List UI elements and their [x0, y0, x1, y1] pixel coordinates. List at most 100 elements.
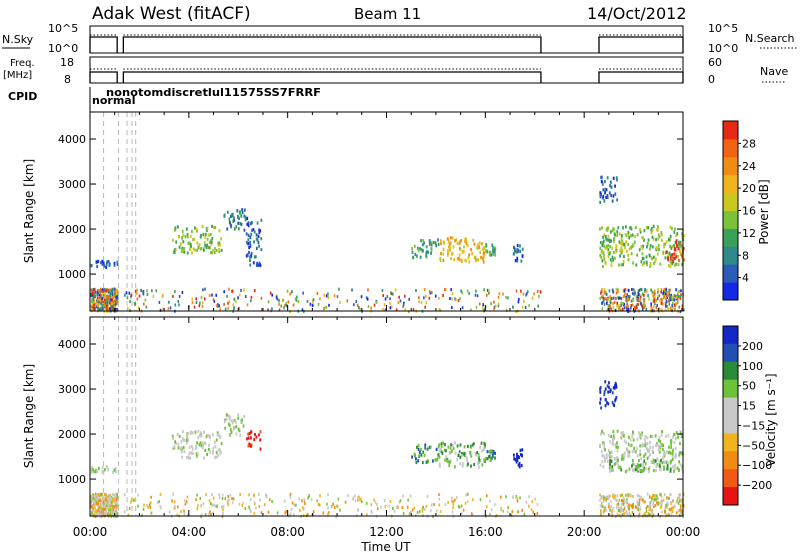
scatter-cell [90, 294, 92, 298]
scatter-cell [129, 300, 131, 304]
echo-cell [602, 264, 604, 269]
echo-cell [177, 446, 180, 450]
echo-cell [249, 242, 252, 246]
echo-cell [191, 431, 194, 435]
echo-cell [447, 445, 450, 449]
scatter-cell [110, 300, 112, 304]
scatter-cell [304, 502, 306, 506]
echo-cell [610, 193, 613, 198]
scatter-cell [397, 301, 400, 305]
scatter-cell [389, 306, 392, 310]
scatter-cell [110, 294, 113, 298]
echo-cell [627, 253, 629, 257]
echo-cell [663, 242, 665, 246]
echo-cell [669, 238, 672, 242]
scatter-cell [107, 501, 109, 505]
scatter-cell [146, 289, 148, 293]
scatter-cell [637, 291, 640, 295]
scatter-cell [682, 308, 685, 312]
echo-cell [682, 246, 685, 251]
echo-cell [178, 245, 181, 249]
echo-cell [641, 464, 644, 468]
scatter-cell [267, 308, 269, 312]
echo-cell [638, 431, 640, 435]
echo-cell [680, 434, 683, 439]
echo-cell [466, 458, 468, 463]
echo-cell [682, 234, 685, 238]
echo-cell [663, 245, 665, 249]
echo-cell [671, 258, 674, 262]
echo-cell [674, 455, 677, 459]
scatter-cell [335, 515, 337, 519]
echo-cell [622, 430, 625, 435]
echo-cell [622, 453, 625, 457]
echo-cell [248, 431, 251, 436]
scatter-cell [422, 505, 424, 509]
echo-cell [220, 441, 223, 446]
scatter-cell [95, 511, 97, 515]
echo-cell [174, 440, 177, 444]
echo-cell [660, 231, 663, 235]
echo-cell [599, 200, 602, 205]
scatter-cell [115, 504, 117, 508]
echo-cell [608, 466, 611, 470]
echo-cell [673, 230, 676, 234]
echo-cell [644, 452, 647, 456]
echo-cell [466, 243, 469, 247]
scatter-cell [638, 299, 640, 303]
echo-cell [178, 434, 181, 438]
echo-cell [211, 236, 214, 241]
echo-cell [420, 447, 422, 451]
echo-cell [442, 247, 445, 251]
scatter-cell [311, 304, 314, 308]
colorbar-cell [723, 246, 738, 265]
echo-cell [249, 255, 251, 259]
echo-cell [490, 449, 493, 453]
echo-cell [214, 445, 217, 449]
scatter-cell [112, 508, 114, 512]
echo-cell [451, 251, 454, 255]
echo-cell [671, 457, 674, 462]
scatter-cell [109, 301, 111, 305]
echo-cell [432, 459, 434, 463]
scatter-cell [183, 512, 186, 516]
scatter-cell [391, 506, 394, 510]
scatter-cell [599, 493, 601, 497]
echo-cell [442, 258, 445, 263]
scatter-cell [347, 494, 349, 498]
echo-cell [420, 248, 423, 252]
echo-cell [203, 240, 206, 245]
echo-cell [451, 443, 454, 448]
echo-cell [116, 260, 119, 264]
scatter-cell [275, 295, 278, 299]
echo-cell [478, 245, 481, 249]
scatter-cell [659, 501, 661, 505]
echo-cell [611, 199, 614, 203]
scatter-cell [615, 499, 618, 503]
scatter-cell [366, 513, 368, 517]
scatter-cell [667, 294, 669, 298]
echo-cell [521, 247, 524, 251]
echo-cell [607, 402, 610, 406]
echo-cell [617, 458, 619, 463]
scatter-cell [293, 503, 296, 507]
echo-cell [195, 227, 198, 231]
scatter-cell [227, 498, 229, 502]
scatter-cell [128, 507, 131, 511]
echo-cell [649, 247, 651, 251]
x-tick-label: 08:00 [270, 525, 305, 539]
echo-cell [612, 250, 615, 254]
echo-cell [616, 429, 619, 433]
scatter-cell [648, 506, 651, 510]
scatter-cell [677, 300, 679, 304]
echo-cell [673, 469, 675, 473]
scatter-cell [130, 295, 132, 299]
echo-cell [649, 445, 652, 449]
scatter-cell [620, 301, 622, 305]
scatter-cell [196, 507, 199, 511]
scatter-cell [507, 506, 509, 510]
echo-cell [663, 450, 666, 454]
echo-cell [606, 194, 609, 198]
scatter-cell [104, 493, 106, 497]
scatter-cell [301, 308, 304, 312]
